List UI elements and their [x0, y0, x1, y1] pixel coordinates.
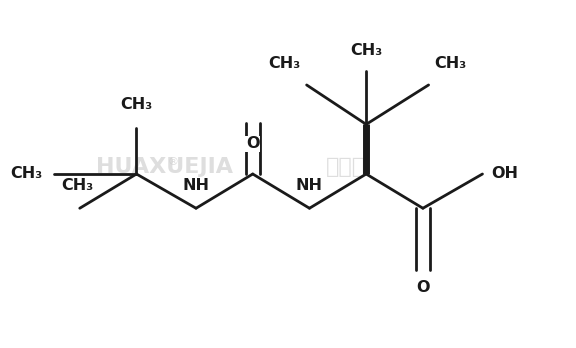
Text: OH: OH	[491, 166, 518, 182]
Text: CH₃: CH₃	[269, 56, 301, 71]
Text: 化学加: 化学加	[326, 157, 366, 177]
Text: O: O	[416, 280, 430, 295]
Text: ®: ®	[168, 157, 179, 167]
Text: CH₃: CH₃	[120, 97, 153, 112]
Text: NH: NH	[296, 178, 323, 193]
Text: O: O	[246, 136, 260, 151]
Text: CH₃: CH₃	[350, 42, 382, 57]
Text: NH: NH	[183, 178, 210, 193]
Text: CH₃: CH₃	[10, 166, 43, 182]
Text: HUAXUEJIA: HUAXUEJIA	[96, 157, 233, 177]
Text: CH₃: CH₃	[61, 178, 93, 193]
Text: CH₃: CH₃	[434, 56, 467, 71]
